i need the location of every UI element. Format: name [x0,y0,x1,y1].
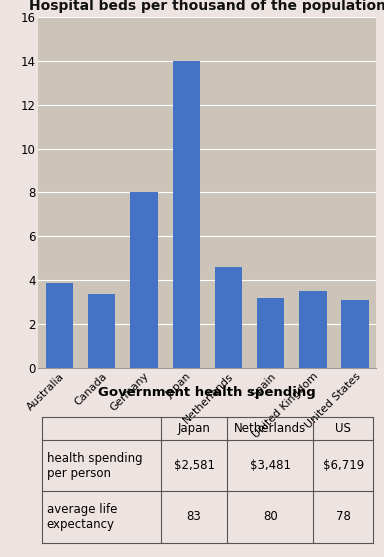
Text: $2,581: $2,581 [174,459,215,472]
Text: $3,481: $3,481 [250,459,291,472]
Bar [215,267,242,368]
Text: US: US [335,422,351,435]
Text: 83: 83 [187,510,202,524]
Bar [257,298,285,368]
Title: Hospital beds per thousand of the population: Hospital beds per thousand of the popula… [29,0,384,13]
Text: 80: 80 [263,510,278,524]
Text: 78: 78 [336,510,351,524]
Text: $6,719: $6,719 [323,459,364,472]
Text: average life
expectancy: average life expectancy [47,503,117,531]
Bar [88,294,116,368]
Bar [341,300,369,368]
Text: Netherlands: Netherlands [234,422,306,435]
Bar [130,193,158,368]
Bar [172,61,200,368]
Bar [299,291,327,368]
Bar [46,282,73,368]
Text: Japan: Japan [178,422,210,435]
Text: Government health spending: Government health spending [98,386,316,399]
Text: health spending
per person: health spending per person [47,452,142,480]
